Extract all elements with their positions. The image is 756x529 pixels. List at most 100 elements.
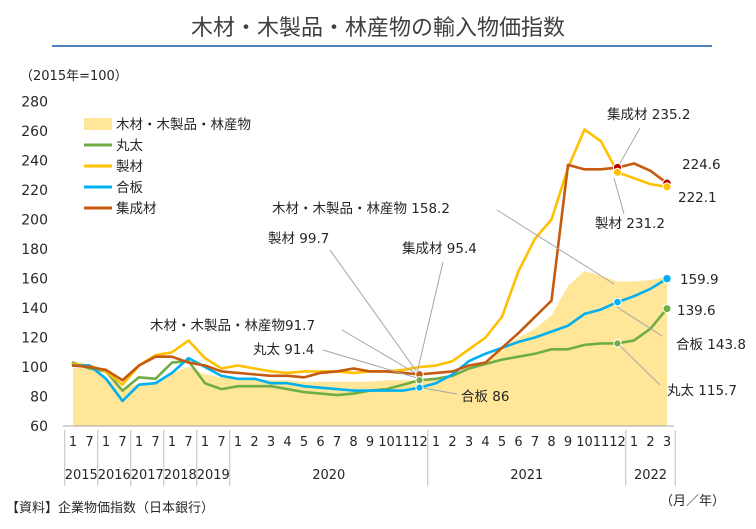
x-month-label: 7 <box>531 435 539 450</box>
x-month-label: 8 <box>547 435 555 450</box>
x-year-label: 2022 <box>634 468 667 483</box>
data-point-3-6 <box>170 371 174 374</box>
legend-label-4: 集成材 <box>116 201 157 217</box>
data-point-3-35 <box>649 287 652 290</box>
data-point-1-32 <box>599 342 603 345</box>
data-point-2-26 <box>500 315 504 318</box>
data-point-4-4 <box>137 364 141 367</box>
annotation-label-6: 集成材 95.4 <box>402 241 477 257</box>
annotation-label-9: 合板 86 <box>461 389 509 405</box>
data-point-1-22 <box>434 377 438 380</box>
x-month-label: 7 <box>151 435 159 450</box>
x-month-label: 6 <box>514 435 522 450</box>
y-tick-label: 80 <box>30 390 48 406</box>
data-point-2-28 <box>533 237 537 240</box>
data-point-4-9 <box>220 370 223 373</box>
data-point-2-24 <box>467 348 471 351</box>
data-point-4-24 <box>467 364 471 367</box>
data-point-1-27 <box>517 355 520 358</box>
data-point-1-30 <box>566 348 570 351</box>
annotation-label-2: 222.1 <box>678 190 717 206</box>
data-point-1-3 <box>121 389 124 392</box>
data-point-1-15 <box>319 392 322 395</box>
x-month-label: 1 <box>432 435 440 450</box>
annotation-label-13: 丸太 115.7 <box>667 383 737 399</box>
annotation-leader-3 <box>613 177 625 215</box>
annotation-leader-13 <box>614 340 661 386</box>
x-month-label: 2 <box>250 435 258 450</box>
data-point-1-34 <box>632 339 636 342</box>
data-point-4-11 <box>253 373 256 376</box>
annotation-leader-5 <box>329 249 418 373</box>
y-axis: 60 80 100 120 140 160 180 200 220 240 260 280 <box>21 95 48 436</box>
data-point-2-6 <box>170 351 174 354</box>
annotation-label-5: 製材 99.7 <box>268 231 329 247</box>
data-point-1-14 <box>302 390 306 394</box>
y-tick-label: 240 <box>21 154 48 170</box>
x-year-label: 2020 <box>312 468 345 483</box>
data-point-4-13 <box>286 374 289 377</box>
x-year-label: 2016 <box>98 468 131 483</box>
annotation-label-0: 集成材 235.2 <box>607 107 690 123</box>
data-point-3-3 <box>121 399 124 403</box>
data-point-2-10 <box>236 364 240 367</box>
data-point-2-20 <box>401 368 405 372</box>
legend-label-3: 合板 <box>116 180 143 196</box>
data-point-2-9 <box>220 367 223 370</box>
x-month-label: 7 <box>118 435 126 450</box>
area-0 <box>73 271 667 426</box>
x-unit-note: （月／年） <box>660 494 726 509</box>
source-note: 【資料】企業物価指数（日本銀行） <box>6 501 215 516</box>
data-point-4-23 <box>451 370 454 373</box>
marker-9 <box>415 376 424 385</box>
title-rule <box>52 45 712 47</box>
x-year-label: 2015 <box>65 468 98 483</box>
marker-7 <box>613 339 622 348</box>
data-point-3-15 <box>319 386 322 389</box>
data-point-2-35 <box>649 183 652 186</box>
data-point-4-32 <box>599 168 603 171</box>
x-month-label: 4 <box>283 435 291 450</box>
annotation-label-12: 合板 143.8 <box>676 337 746 353</box>
y-tick-label: 60 <box>30 419 48 435</box>
data-point-2-3 <box>121 383 124 386</box>
y-tick-label: 260 <box>21 124 48 140</box>
data-point-3-24 <box>467 360 471 363</box>
x-month-label: 9 <box>366 435 374 450</box>
data-point-3-16 <box>335 388 339 391</box>
x-month-label: 1 <box>201 435 209 450</box>
x-month-label: 7 <box>184 435 192 450</box>
data-point-1-29 <box>550 348 553 351</box>
marker-6 <box>662 304 672 314</box>
data-point-4-22 <box>434 371 438 374</box>
data-point-1-9 <box>220 388 223 391</box>
data-point-2-11 <box>253 367 256 370</box>
x-month-label: 7 <box>333 435 341 450</box>
data-point-3-29 <box>550 330 553 333</box>
data-point-3-27 <box>517 340 520 344</box>
marker-10 <box>415 383 424 392</box>
x-month-label: 10 <box>378 435 395 450</box>
data-point-2-22 <box>434 364 438 367</box>
data-point-4-5 <box>154 355 157 358</box>
data-point-3-22 <box>434 382 438 385</box>
data-point-2-8 <box>203 357 207 360</box>
data-point-2-27 <box>517 270 520 273</box>
data-point-4-1 <box>88 365 91 369</box>
data-point-1-6 <box>170 361 174 364</box>
x-year-label: 2017 <box>131 468 164 483</box>
y-tick-label: 280 <box>21 95 48 111</box>
data-point-3-7 <box>187 357 190 360</box>
annotation-label-10: 159.9 <box>680 272 719 288</box>
data-point-2-12 <box>269 370 273 373</box>
data-point-1-16 <box>335 393 339 397</box>
data-point-3-23 <box>451 373 454 376</box>
x-year-label: 2019 <box>197 468 230 483</box>
marker-4 <box>662 273 672 284</box>
data-point-3-28 <box>533 336 537 339</box>
data-point-3-4 <box>137 383 141 386</box>
data-point-3-30 <box>566 324 570 327</box>
x-year-label: 2018 <box>164 468 197 483</box>
data-point-2-31 <box>583 128 586 131</box>
